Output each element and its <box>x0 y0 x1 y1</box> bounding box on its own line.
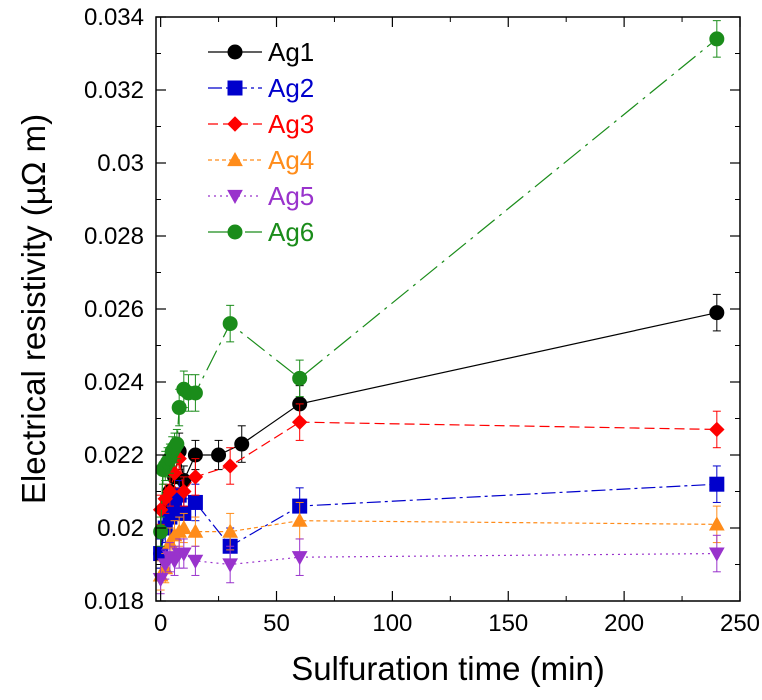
legend-label: Ag5 <box>268 181 314 211</box>
legend-item-Ag1: Ag1 <box>208 37 314 67</box>
y-tick-label: 0.03 <box>97 150 144 177</box>
data-point <box>187 494 203 510</box>
series-Ag3 <box>152 403 725 525</box>
y-tick-label: 0.026 <box>84 296 144 323</box>
series-Ag6 <box>153 20 725 547</box>
data-point <box>211 447 227 463</box>
y-axis-title: Electrical resistivity (µΩ m) <box>15 114 52 504</box>
data-point <box>709 305 725 321</box>
data-point <box>291 551 308 566</box>
data-point <box>187 469 204 485</box>
plot-frame <box>155 16 741 602</box>
data-point <box>709 31 725 47</box>
data-point <box>292 370 308 386</box>
plot-area <box>152 20 725 595</box>
legend-marker <box>227 224 243 240</box>
legend: Ag1 Ag2 Ag3 Ag4 Ag5 Ag6 <box>208 37 314 247</box>
series-line <box>160 483 717 554</box>
data-point <box>222 458 238 474</box>
legend-marker <box>227 116 243 132</box>
y-tick-label: 0.018 <box>84 588 144 615</box>
data-point <box>169 436 185 452</box>
y-tick-label: 0.02 <box>97 515 144 542</box>
legend-item-Ag6: Ag6 <box>208 217 314 247</box>
data-point <box>222 523 239 538</box>
legend-label: Ag3 <box>268 109 314 139</box>
data-point <box>187 523 204 538</box>
data-point <box>187 554 204 569</box>
data-point <box>708 547 725 562</box>
legend-marker <box>227 44 243 60</box>
data-point <box>291 512 308 527</box>
x-tick-label: 150 <box>488 610 528 637</box>
data-point <box>234 436 250 452</box>
series-Ag2 <box>153 465 725 569</box>
data-point <box>175 547 192 562</box>
x-tick-label: 250 <box>720 610 760 637</box>
y-tick-label: 0.028 <box>84 223 144 250</box>
y-tick-label: 0.024 <box>84 369 144 396</box>
legend-marker <box>227 189 243 205</box>
data-point <box>176 483 192 500</box>
legend-item-Ag3: Ag3 <box>208 109 314 139</box>
legend-marker <box>227 151 243 167</box>
data-point <box>222 558 239 573</box>
data-point <box>222 316 238 332</box>
y-tick-label: 0.034 <box>84 4 144 31</box>
y-tick-label: 0.032 <box>84 77 144 104</box>
series-line <box>160 312 717 554</box>
series-line <box>160 421 717 510</box>
legend-item-Ag5: Ag5 <box>208 181 314 211</box>
data-point <box>187 385 203 401</box>
y-tick-label: 0.022 <box>84 442 144 469</box>
data-point <box>709 421 725 438</box>
x-tick-label: 100 <box>372 610 412 637</box>
legend-label: Ag1 <box>268 37 314 67</box>
data-point <box>175 519 192 535</box>
series-Ag1 <box>153 293 725 569</box>
x-tick-label: 0 <box>154 610 167 637</box>
x-tick-label: 50 <box>263 610 290 637</box>
data-point <box>291 414 308 430</box>
legend-label: Ag4 <box>268 145 314 175</box>
data-point <box>708 516 725 531</box>
legend-item-Ag4: Ag4 <box>208 145 314 175</box>
series-Ag4 <box>152 501 725 591</box>
x-tick-label: 200 <box>604 610 644 637</box>
axes: 0 50 100 150 200 250 0.018 0.02 0.022 0.024 0.026 0… <box>84 4 760 637</box>
series-Ag5 <box>152 534 725 595</box>
legend-item-Ag2: Ag2 <box>208 73 314 103</box>
series-line <box>160 520 717 576</box>
x-axis-title: Sulfuration time (min) <box>291 650 605 687</box>
data-point <box>709 476 725 492</box>
legend-label: Ag2 <box>268 73 314 103</box>
data-point <box>152 573 169 588</box>
legend-marker <box>227 80 243 96</box>
series-line <box>160 552 717 580</box>
legend-label: Ag6 <box>268 217 314 247</box>
